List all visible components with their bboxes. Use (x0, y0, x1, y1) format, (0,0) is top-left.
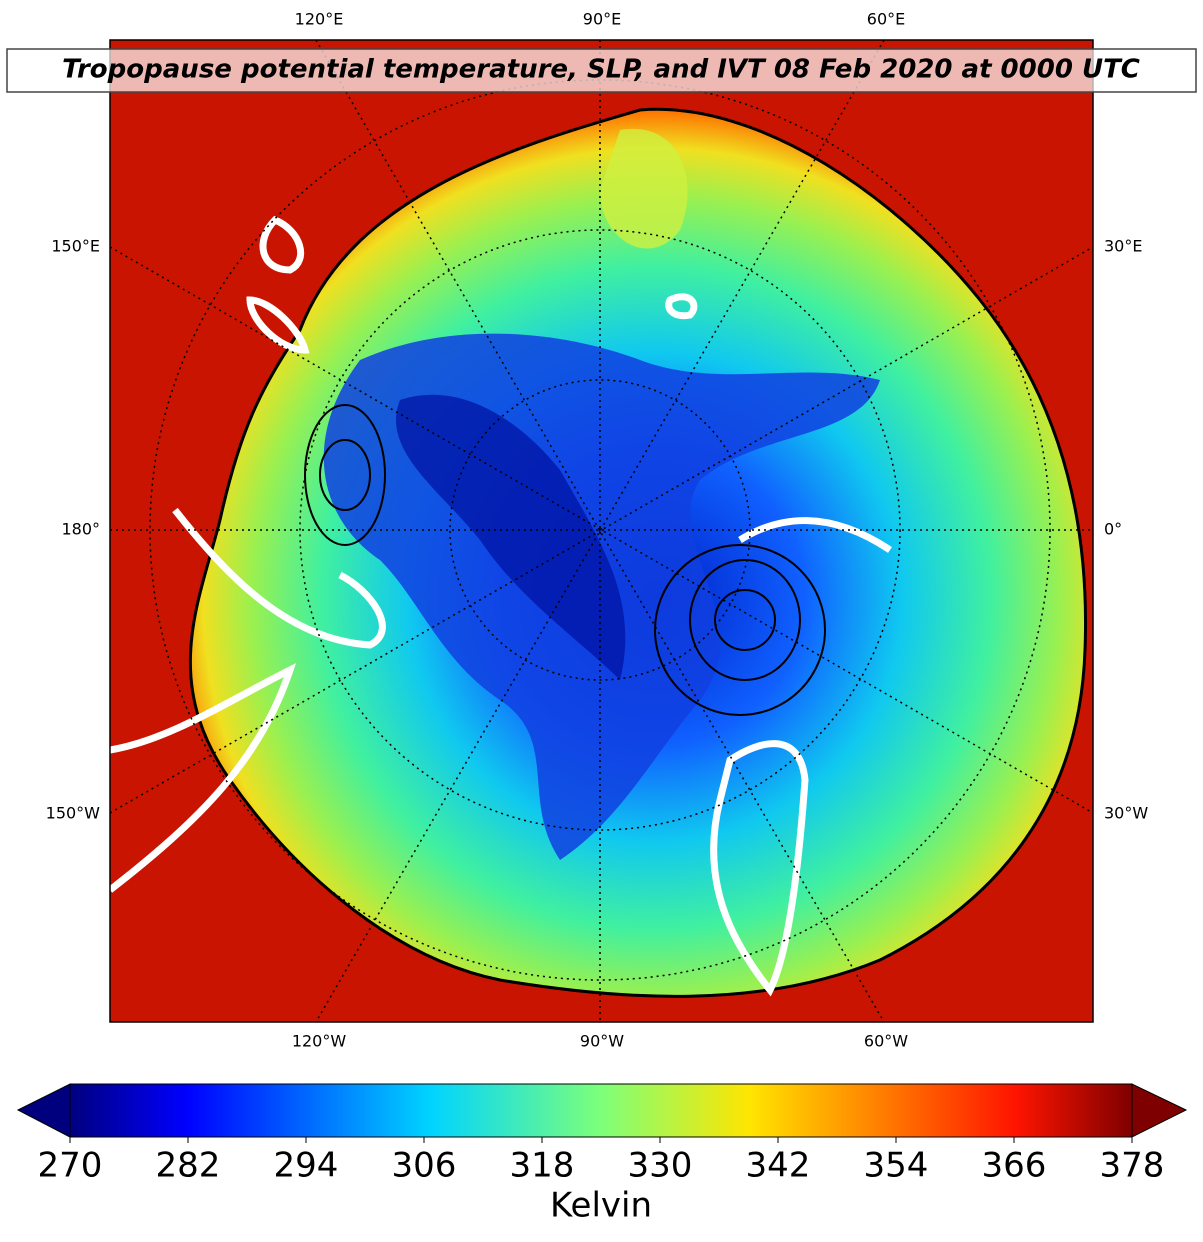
map (110, 40, 1093, 1022)
graticule-label: 120°E (295, 10, 344, 29)
graticule (110, 40, 1093, 1022)
colorbar-label: Kelvin (550, 1186, 652, 1226)
colorbar-extend-high (1131, 1083, 1188, 1138)
colorbar-tick-label: 342 (746, 1146, 811, 1186)
colorbar-tick-label: 318 (510, 1146, 575, 1186)
graticule-label: 30°E (1104, 237, 1142, 256)
ridge (600, 128, 688, 249)
colorbar-tick-label: 378 (1100, 1146, 1165, 1186)
graticule-label: 120°W (292, 1032, 347, 1051)
graticule-label: 90°W (580, 1032, 624, 1051)
colorbar-extend-low (16, 1083, 71, 1138)
colorbar-tick-label: 270 (38, 1146, 103, 1186)
ivt-contours (110, 215, 892, 997)
cold-core (396, 394, 626, 680)
colorbar-body (69, 1083, 1133, 1138)
graticule-label: 60°E (867, 10, 905, 29)
graticule-label: 90°E (583, 10, 621, 29)
graticule-label: 30°W (1104, 804, 1148, 823)
colorbar-tick-label: 306 (392, 1146, 457, 1186)
graticule-label: 0° (1104, 520, 1122, 539)
map-frame (109, 39, 1094, 1023)
colorbar-tick-label: 366 (982, 1146, 1047, 1186)
colorbar-tick-label: 330 (628, 1146, 693, 1186)
colorbar-tick-label: 294 (274, 1146, 339, 1186)
title-box (6, 48, 1197, 93)
graticule-label: 180° (61, 520, 100, 539)
colorbar-tick-label: 282 (156, 1146, 221, 1186)
graticule-label: 150°W (46, 804, 101, 823)
colorbar: 270 282 294 306 318 330 342 354 366 378 (16, 1083, 1188, 1186)
colorbar-tick-label: 354 (864, 1146, 929, 1186)
graticule-labels: 120°E 90°E 60°E 120°W 90°W 60°W 150°E 180° 150°W… (46, 10, 1149, 1051)
graticule-label: 150°E (51, 237, 100, 256)
title: Tropopause potential temperature, SLP, a… (62, 55, 1140, 85)
graticule-label: 60°W (864, 1032, 908, 1051)
